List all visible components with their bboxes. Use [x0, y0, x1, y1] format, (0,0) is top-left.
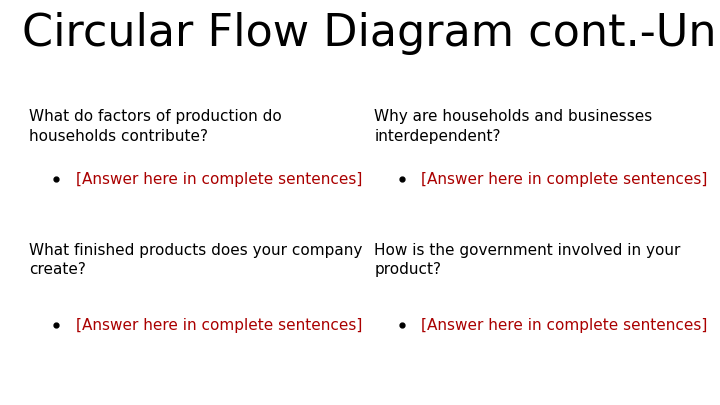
Text: [Answer here in complete sentences]: [Answer here in complete sentences]: [421, 172, 708, 187]
Text: [Answer here in complete sentences]: [Answer here in complete sentences]: [76, 318, 362, 333]
Text: [Answer here in complete sentences]: [Answer here in complete sentences]: [421, 318, 708, 333]
Text: Circular Flow Diagram cont.-Unit 2: Circular Flow Diagram cont.-Unit 2: [22, 12, 720, 55]
Text: What finished products does your company
create?: What finished products does your company…: [29, 243, 362, 277]
Text: Why are households and businesses
interdependent?: Why are households and businesses interd…: [374, 109, 652, 143]
Text: [Answer here in complete sentences]: [Answer here in complete sentences]: [76, 172, 362, 187]
Text: How is the government involved in your
product?: How is the government involved in your p…: [374, 243, 681, 277]
Text: What do factors of production do
households contribute?: What do factors of production do househo…: [29, 109, 282, 143]
